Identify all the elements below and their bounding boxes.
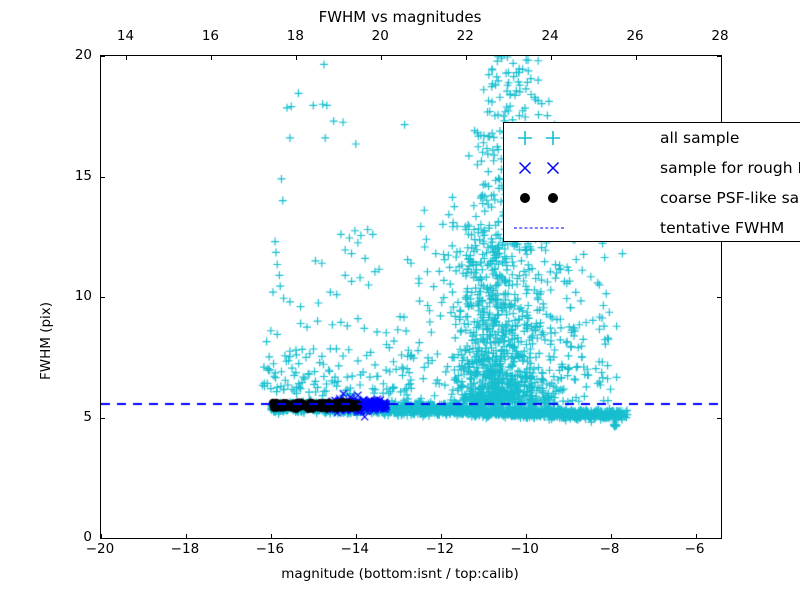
y-tick-label: 10: [74, 288, 92, 304]
x-tick-label: −12: [425, 541, 454, 557]
y-tick-mark-right: [717, 417, 721, 419]
x-tick-label: −18: [170, 541, 200, 557]
y-tick-label: 15: [74, 167, 92, 184]
legend-label: sample for rough FWHM: [660, 159, 800, 177]
y-tick-mark: [101, 417, 105, 419]
legend-entry-all-sample: all sample: [504, 123, 800, 153]
top-tick-mark: [721, 56, 722, 60]
top-tick-mark: [636, 56, 638, 60]
legend-label: all sample: [660, 129, 740, 147]
x-tick-label: −10: [510, 541, 539, 557]
x-tick-mark: [525, 534, 527, 538]
legend-label: coarse PSF-like sample: [660, 189, 800, 207]
top-tick-label: 14: [116, 28, 135, 44]
top-tick-label: 24: [541, 28, 559, 44]
legend-label: tentative FWHM: [660, 219, 785, 237]
y-tick-label: 0: [83, 529, 92, 545]
y-tick-mark: [101, 176, 105, 178]
x-tick-label: −20: [85, 541, 115, 557]
x-tick-mark: [270, 534, 272, 538]
circle-marker-icon: [548, 193, 558, 203]
top-tick-label: 28: [711, 28, 729, 44]
plus-marker-icon: [546, 131, 560, 145]
y-tick-mark: [101, 56, 105, 57]
x-tick-label: −8: [599, 541, 620, 557]
x-tick-mark: [355, 534, 357, 538]
legend: all sample sample for rough FWHM coarse …: [503, 122, 800, 242]
x-tick-label: −6: [684, 541, 705, 557]
legend-entry-rough-fwhm: sample for rough FWHM: [504, 153, 800, 183]
top-tick-label: 16: [201, 28, 219, 44]
plot-axes: all sample sample for rough FWHM coarse …: [100, 55, 800, 539]
top-tick-mark: [381, 56, 383, 60]
x-tick-label: −16: [255, 541, 285, 557]
page-title: FWHM vs magnitudes: [318, 8, 482, 26]
top-tick-mark: [296, 56, 298, 60]
y-tick-mark: [101, 538, 105, 539]
top-tick-label: 18: [286, 28, 304, 44]
legend-entry-tentative-fwhm: tentative FWHM: [504, 213, 800, 243]
top-tick-label: 22: [456, 28, 474, 44]
top-tick-mark: [211, 56, 213, 60]
y-tick-mark-right: [717, 538, 721, 539]
y-tick-mark-right: [717, 56, 721, 57]
cross-marker-icon: [518, 161, 532, 175]
y-axis-label: FWHM (pix): [38, 301, 54, 380]
y-tick-label: 5: [83, 408, 92, 425]
top-tick-label: 20: [371, 28, 389, 44]
x-tick-label: −14: [340, 541, 370, 557]
plus-marker-icon: [518, 131, 532, 145]
cross-marker-icon: [546, 161, 560, 175]
dashed-line-marker-icon: [514, 227, 564, 229]
x-tick-mark: [185, 534, 187, 538]
x-tick-mark: [440, 534, 442, 538]
top-tick-label: 26: [626, 28, 644, 44]
x-axis-label: magnitude (bottom:isnt / top:calib): [281, 566, 519, 582]
y-tick-label: 20: [74, 47, 92, 63]
x-tick-mark: [610, 534, 612, 538]
legend-entry-coarse-psf: coarse PSF-like sample: [504, 183, 800, 213]
top-tick-mark: [551, 56, 553, 60]
top-tick-mark: [126, 56, 128, 60]
y-tick-mark-right: [717, 297, 721, 298]
x-tick-mark: [101, 534, 102, 538]
x-tick-mark: [695, 534, 697, 538]
top-tick-mark: [466, 56, 468, 60]
y-tick-mark: [101, 297, 105, 298]
circle-marker-icon: [520, 193, 530, 203]
